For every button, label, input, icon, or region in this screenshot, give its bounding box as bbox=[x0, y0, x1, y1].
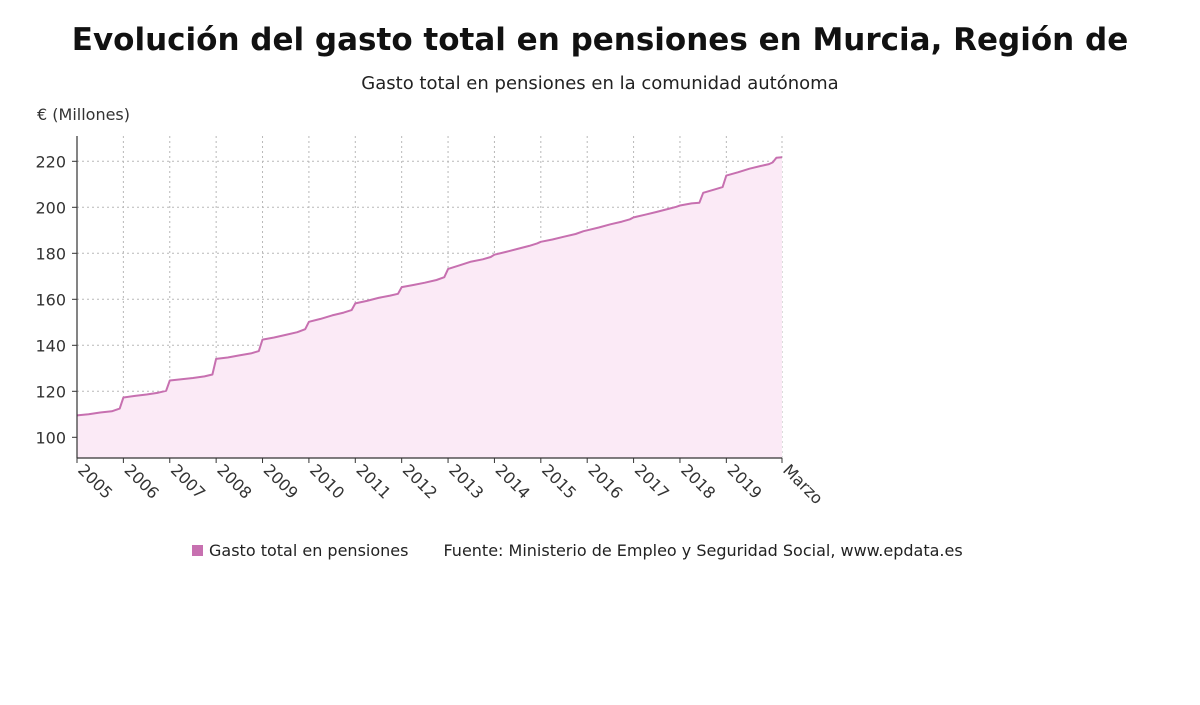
y-tick-label: 140 bbox=[35, 336, 66, 355]
x-tick-label: 2011 bbox=[352, 460, 394, 502]
x-tick-label: 2018 bbox=[677, 460, 719, 502]
x-tick-label: 2005 bbox=[74, 460, 116, 502]
x-tick-label: 2014 bbox=[492, 460, 534, 502]
y-tick-label: 100 bbox=[35, 428, 66, 447]
x-tick-label: 2019 bbox=[724, 460, 766, 502]
legend-swatch-icon bbox=[192, 545, 203, 556]
x-tick-label: Marzo bbox=[779, 460, 827, 508]
legend: Gasto total en pensiones Fuente: Ministe… bbox=[192, 541, 963, 560]
chart-title: Evolución del gasto total en pensiones e… bbox=[71, 22, 1129, 58]
y-axis-label: € (Millones) bbox=[37, 105, 130, 124]
y-tick-label: 160 bbox=[35, 290, 66, 309]
x-tick-label: 2012 bbox=[399, 460, 441, 502]
y-tick-label: 220 bbox=[35, 152, 66, 171]
y-tick-label: 200 bbox=[35, 198, 66, 217]
chart-subtitle: Gasto total en pensiones en la comunidad… bbox=[361, 73, 839, 94]
x-tick-label: 2010 bbox=[306, 460, 348, 502]
x-tick-label: 2008 bbox=[213, 460, 255, 502]
x-tick-label: 2009 bbox=[260, 460, 302, 502]
x-tick-label: 2013 bbox=[445, 460, 487, 502]
x-tick-label: 2006 bbox=[121, 460, 163, 502]
y-tick-label: 120 bbox=[35, 382, 66, 401]
x-tick-label: 2007 bbox=[167, 460, 209, 502]
series-line bbox=[76, 156, 783, 417]
x-tick-label: 2015 bbox=[538, 460, 580, 502]
source-note: Fuente: Ministerio de Empleo y Seguridad… bbox=[443, 541, 963, 560]
y-tick-label: 180 bbox=[35, 244, 66, 263]
x-tick-label: 2016 bbox=[584, 460, 626, 502]
legend-series-label: Gasto total en pensiones bbox=[209, 541, 409, 560]
x-tick-label: 2017 bbox=[631, 460, 673, 502]
series-area bbox=[77, 157, 782, 458]
